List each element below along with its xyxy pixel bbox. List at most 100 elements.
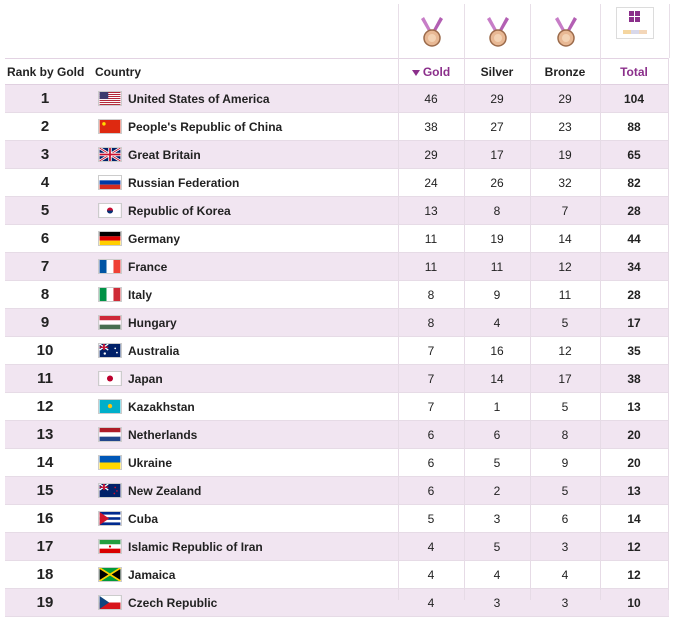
- netherlands-flag-icon: [98, 427, 122, 442]
- country-cell[interactable]: Hungary: [128, 316, 177, 330]
- rank-cell: 3: [40, 146, 50, 163]
- country-cell[interactable]: Kazakhstan: [128, 400, 195, 414]
- rank-cell: 2: [40, 118, 50, 135]
- table-row[interactable]: 14 Ukraine 6 5 9 20: [5, 449, 669, 477]
- bronze-cell: 4: [561, 568, 569, 582]
- all-medals-icon: [616, 7, 654, 39]
- silver-cell: 27: [490, 120, 504, 134]
- gold-cell: 24: [424, 176, 438, 190]
- country-cell[interactable]: Germany: [128, 232, 181, 246]
- bronze-cell: 5: [561, 316, 569, 330]
- table-row[interactable]: 12 Kazakhstan 7 1 5 13: [5, 393, 669, 421]
- column-divider: [464, 58, 465, 600]
- gold-cell: 8: [427, 288, 435, 302]
- total-cell: 14: [627, 512, 641, 526]
- silver-header[interactable]: Silver: [480, 65, 514, 79]
- silver-cell: 5: [493, 540, 501, 554]
- country-cell[interactable]: Cuba: [128, 512, 158, 526]
- rank-header[interactable]: Rank by Gold: [7, 65, 85, 79]
- country-cell[interactable]: United States of America: [128, 92, 270, 106]
- country-cell[interactable]: Italy: [128, 288, 153, 302]
- country-cell[interactable]: Japan: [128, 372, 163, 386]
- gold-cell: 4: [427, 596, 435, 610]
- bronze-icon-cell[interactable]: [530, 4, 601, 58]
- country-header[interactable]: Country: [95, 65, 141, 79]
- gold-cell: 11: [424, 232, 438, 246]
- silver-cell: 9: [493, 288, 501, 302]
- gold-header[interactable]: Gold: [398, 65, 464, 79]
- table-row[interactable]: 11 Japan 7 14 17 38: [5, 365, 669, 393]
- new-zealand-flag-icon: [98, 483, 122, 498]
- gold-cell: 11: [424, 260, 438, 274]
- total-cell: 13: [627, 400, 641, 414]
- silver-cell: 11: [490, 260, 504, 274]
- table-row[interactable]: 1 United States of America 46 29 29 104: [5, 85, 669, 113]
- korea-flag-icon: [98, 203, 122, 218]
- silver-cell: 4: [493, 316, 501, 330]
- bronze-medal-icon: [555, 17, 577, 47]
- total-cell: 82: [627, 176, 641, 190]
- column-divider: [668, 58, 669, 600]
- silver-cell: 3: [493, 596, 501, 610]
- table-row[interactable]: 15 New Zealand 6 2 5 13: [5, 477, 669, 505]
- table-row[interactable]: 2 People's Republic of China 38 27 23 88: [5, 113, 669, 141]
- table-row[interactable]: 4 Russian Federation 24 26 32 82: [5, 169, 669, 197]
- total-cell: 12: [627, 540, 641, 554]
- table-row[interactable]: 7 France 11 11 12 34: [5, 253, 669, 281]
- czech-flag-icon: [98, 595, 122, 610]
- gold-cell: 7: [427, 344, 435, 358]
- bronze-cell: 6: [561, 512, 569, 526]
- table-row[interactable]: 9 Hungary 8 4 5 17: [5, 309, 669, 337]
- table-row[interactable]: 13 Netherlands 6 6 8 20: [5, 421, 669, 449]
- bronze-cell: 12: [558, 260, 572, 274]
- country-cell[interactable]: People's Republic of China: [128, 120, 283, 134]
- silver-icon-cell[interactable]: [464, 4, 531, 58]
- total-icon-cell[interactable]: [600, 4, 670, 58]
- bronze-header[interactable]: Bronze: [544, 65, 586, 79]
- rank-cell: 16: [36, 510, 54, 527]
- germany-flag-icon: [98, 231, 122, 246]
- gold-cell: 4: [427, 568, 435, 582]
- total-cell: 28: [627, 288, 641, 302]
- total-cell: 34: [627, 260, 641, 274]
- country-cell[interactable]: Australia: [128, 344, 180, 358]
- table-row[interactable]: 6 Germany 11 19 14 44: [5, 225, 669, 253]
- bronze-cell: 12: [558, 344, 572, 358]
- bronze-cell: 7: [561, 204, 569, 218]
- gold-icon-cell[interactable]: [398, 4, 465, 58]
- table-row[interactable]: 18 Jamaica 4 4 4 12: [5, 561, 669, 589]
- table-row[interactable]: 19 Czech Republic 4 3 3 10: [5, 589, 669, 617]
- gold-cell: 7: [427, 372, 435, 386]
- country-cell[interactable]: Islamic Republic of Iran: [128, 540, 263, 554]
- table-row[interactable]: 17 Islamic Republic of Iran 4 5 3 12: [5, 533, 669, 561]
- total-cell: 44: [627, 232, 641, 246]
- country-cell[interactable]: Czech Republic: [128, 596, 218, 610]
- table-row[interactable]: 16 Cuba 5 3 6 14: [5, 505, 669, 533]
- gold-cell: 7: [427, 400, 435, 414]
- gold-cell: 6: [427, 428, 435, 442]
- total-header[interactable]: Total: [620, 65, 648, 79]
- total-cell: 88: [627, 120, 641, 134]
- table-row[interactable]: 3 Great Britain 29 17 19 65: [5, 141, 669, 169]
- rank-cell: 6: [40, 230, 50, 247]
- table-row[interactable]: 8 Italy 8 9 11 28: [5, 281, 669, 309]
- total-cell: 35: [627, 344, 641, 358]
- country-cell[interactable]: Netherlands: [128, 428, 198, 442]
- country-cell[interactable]: New Zealand: [128, 484, 202, 498]
- country-cell[interactable]: Russian Federation: [128, 176, 240, 190]
- country-cell[interactable]: Republic of Korea: [128, 204, 231, 218]
- total-cell: 65: [627, 148, 641, 162]
- us-flag-icon: [98, 91, 122, 106]
- country-cell[interactable]: Jamaica: [128, 568, 176, 582]
- table-row[interactable]: 10 Australia 7 16 12 35: [5, 337, 669, 365]
- country-cell[interactable]: France: [128, 260, 168, 274]
- china-flag-icon: [98, 119, 122, 134]
- country-cell[interactable]: Great Britain: [128, 148, 201, 162]
- rank-cell: 10: [36, 342, 54, 359]
- bronze-cell: 23: [558, 120, 572, 134]
- total-cell: 20: [627, 428, 641, 442]
- bronze-cell: 17: [558, 372, 572, 386]
- rank-cell: 9: [40, 314, 50, 331]
- table-row[interactable]: 5 Republic of Korea 13 8 7 28: [5, 197, 669, 225]
- country-cell[interactable]: Ukraine: [128, 456, 173, 470]
